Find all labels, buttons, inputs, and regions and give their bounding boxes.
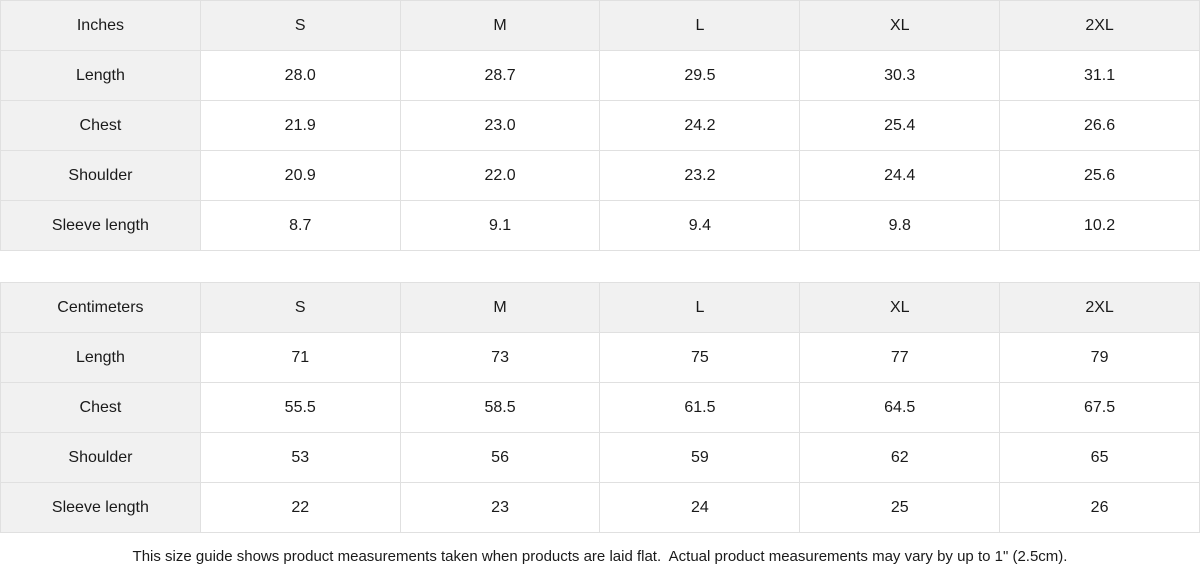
table-row: Chest 21.9 23.0 24.2 25.4 26.6	[0, 100, 1200, 151]
unit-header-cell: Inches	[0, 0, 201, 51]
value-cell: 25.6	[999, 150, 1200, 201]
value-cell: 9.4	[599, 200, 801, 251]
row-label-cell: Length	[0, 332, 201, 383]
value-cell: 28.7	[399, 50, 601, 101]
size-header-cell: L	[599, 282, 801, 333]
value-cell: 53	[199, 432, 401, 483]
value-cell: 75	[599, 332, 801, 383]
value-cell: 61.5	[599, 382, 801, 433]
table-row: Shoulder 53 56 59 62 65	[0, 432, 1200, 483]
value-cell: 20.9	[199, 150, 401, 201]
table-row: Chest 55.5 58.5 61.5 64.5 67.5	[0, 382, 1200, 433]
table-row: Shoulder 20.9 22.0 23.2 24.4 25.6	[0, 150, 1200, 201]
centimeters-header-row: Centimeters S M L XL 2XL	[0, 282, 1200, 333]
size-header-cell: M	[399, 0, 601, 51]
value-cell: 65	[999, 432, 1200, 483]
value-cell: 22.0	[399, 150, 601, 201]
table-row: Length 28.0 28.7 29.5 30.3 31.1	[0, 50, 1200, 101]
value-cell: 29.5	[599, 50, 801, 101]
size-header-cell: L	[599, 0, 801, 51]
value-cell: 25	[799, 482, 1001, 533]
row-label-cell: Sleeve length	[0, 200, 201, 251]
value-cell: 21.9	[199, 100, 401, 151]
value-cell: 64.5	[799, 382, 1001, 433]
value-cell: 30.3	[799, 50, 1001, 101]
unit-header-cell: Centimeters	[0, 282, 201, 333]
value-cell: 23.2	[599, 150, 801, 201]
table-row: Length 71 73 75 77 79	[0, 332, 1200, 383]
inches-table: Inches S M L XL 2XL Length 28.0 28.7 29.…	[0, 0, 1200, 251]
row-label-cell: Chest	[0, 100, 201, 151]
row-label-cell: Shoulder	[0, 150, 201, 201]
value-cell: 23	[399, 482, 601, 533]
value-cell: 67.5	[999, 382, 1200, 433]
size-header-cell: S	[199, 0, 401, 51]
value-cell: 22	[199, 482, 401, 533]
value-cell: 10.2	[999, 200, 1200, 251]
size-header-cell: XL	[799, 282, 1001, 333]
value-cell: 62	[799, 432, 1001, 483]
value-cell: 26	[999, 482, 1200, 533]
value-cell: 23.0	[399, 100, 601, 151]
size-header-cell: S	[199, 282, 401, 333]
row-label-cell: Chest	[0, 382, 201, 433]
size-header-cell: XL	[799, 0, 1001, 51]
value-cell: 31.1	[999, 50, 1200, 101]
value-cell: 9.1	[399, 200, 601, 251]
inches-header-row: Inches S M L XL 2XL	[0, 0, 1200, 51]
value-cell: 26.6	[999, 100, 1200, 151]
value-cell: 59	[599, 432, 801, 483]
value-cell: 79	[999, 332, 1200, 383]
value-cell: 73	[399, 332, 601, 383]
row-label-cell: Sleeve length	[0, 482, 201, 533]
table-gap	[0, 251, 1200, 282]
value-cell: 77	[799, 332, 1001, 383]
footer-note: This size guide shows product measuremen…	[132, 548, 1068, 565]
value-cell: 24.2	[599, 100, 801, 151]
table-row: Sleeve length 22 23 24 25 26	[0, 482, 1200, 533]
value-cell: 28.0	[199, 50, 401, 101]
value-cell: 55.5	[199, 382, 401, 433]
value-cell: 24	[599, 482, 801, 533]
size-header-cell: 2XL	[999, 282, 1200, 333]
value-cell: 58.5	[399, 382, 601, 433]
row-label-cell: Length	[0, 50, 201, 101]
table-row: Sleeve length 8.7 9.1 9.4 9.8 10.2	[0, 200, 1200, 251]
size-header-cell: M	[399, 282, 601, 333]
centimeters-table: Centimeters S M L XL 2XL Length 71 73 75…	[0, 282, 1200, 533]
value-cell: 25.4	[799, 100, 1001, 151]
row-label-cell: Shoulder	[0, 432, 201, 483]
value-cell: 8.7	[199, 200, 401, 251]
value-cell: 24.4	[799, 150, 1001, 201]
value-cell: 9.8	[799, 200, 1001, 251]
value-cell: 56	[399, 432, 601, 483]
value-cell: 71	[199, 332, 401, 383]
size-header-cell: 2XL	[999, 0, 1200, 51]
